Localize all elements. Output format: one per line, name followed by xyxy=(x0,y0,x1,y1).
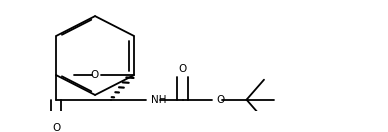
Text: O: O xyxy=(52,123,61,132)
Text: O: O xyxy=(178,64,187,74)
Text: O: O xyxy=(90,70,99,80)
Text: NH: NH xyxy=(151,95,167,105)
Text: O: O xyxy=(216,95,224,105)
